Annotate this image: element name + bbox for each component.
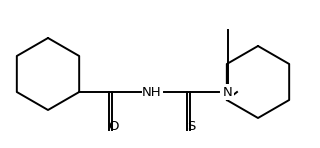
Text: O: O — [108, 120, 119, 133]
Text: N: N — [223, 86, 233, 99]
Text: NH: NH — [142, 86, 162, 99]
Text: S: S — [188, 120, 196, 133]
